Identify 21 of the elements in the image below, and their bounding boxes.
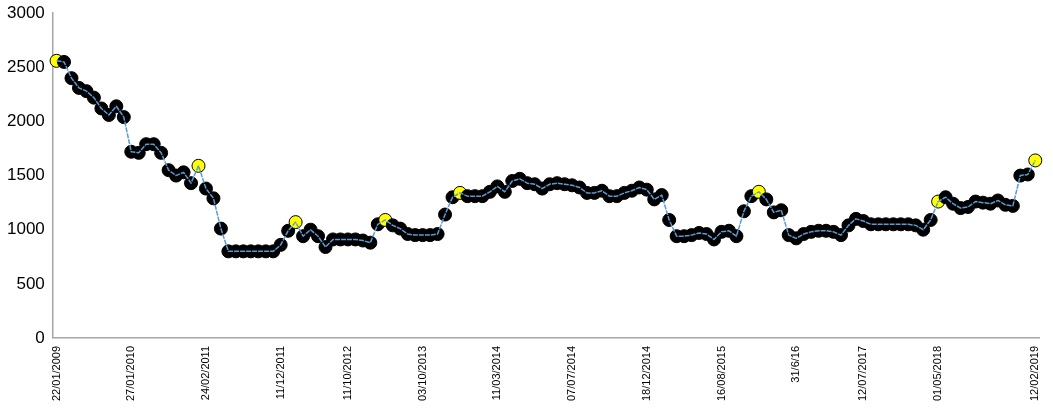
x-tick-label: 07/07/2014 <box>565 345 578 402</box>
x-tick-label: 31/6/16 <box>789 345 802 383</box>
x-tick-label: 12/07/2017 <box>856 345 869 402</box>
y-tick-label: 1500 <box>6 165 45 185</box>
x-tick-label: 27/01/2010 <box>124 345 137 402</box>
y-tick-label: 1000 <box>6 219 45 239</box>
x-tick-label: 11/10/2012 <box>340 345 353 401</box>
x-tick-label: 24/02/2011 <box>199 345 212 401</box>
y-tick-label: 0 <box>35 327 45 347</box>
x-tick-label: 18/12/2014 <box>639 345 652 402</box>
x-tick-label: 16/08/2015 <box>714 345 727 402</box>
y-tick-label: 3000 <box>6 2 45 22</box>
x-tick-label: 22/01/2009 <box>49 345 62 402</box>
x-tick-label: 12/02/2019 <box>1028 345 1041 402</box>
y-tick-label: 500 <box>16 273 45 293</box>
x-tick-label: 03/10/2013 <box>415 345 428 402</box>
x-tick-label: 01/05/2018 <box>931 345 944 402</box>
y-tick-label: 2500 <box>6 57 45 77</box>
x-tick-label: 11/12/2011 <box>273 345 286 400</box>
x-tick-label: 11/03/2014 <box>490 345 503 401</box>
y-tick-label: 2000 <box>6 111 45 131</box>
